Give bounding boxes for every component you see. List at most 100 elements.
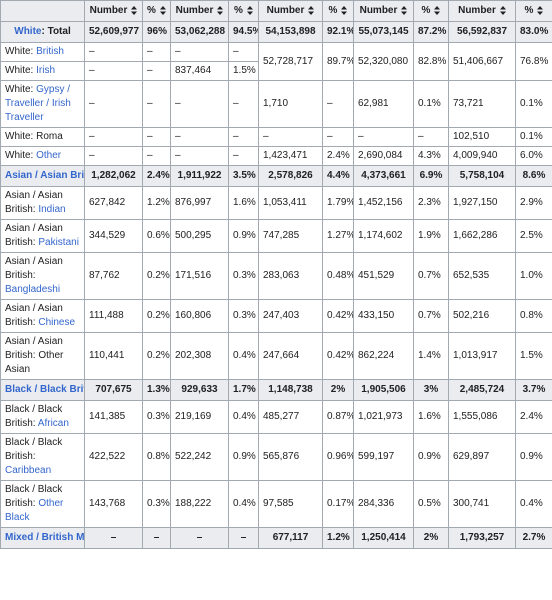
label-link[interactable]: Pakistani <box>38 237 79 248</box>
cell: 171,516 <box>170 252 229 300</box>
cell: 747,285 <box>258 219 323 253</box>
cell: 0.7% <box>413 252 449 300</box>
cell: 1.6% <box>413 400 449 434</box>
sort-icon[interactable] <box>246 5 253 15</box>
label-link[interactable]: Chinese <box>38 317 76 328</box>
cell: 1,793,257 <box>448 527 516 549</box>
cell: 2.3% <box>413 186 449 220</box>
sort-icon[interactable] <box>131 5 138 15</box>
column-title: % <box>421 5 431 16</box>
data-row: Black / Black British: Caribbean 422,522 0… <box>0 433 552 481</box>
cell: 1,148,738 <box>258 379 323 401</box>
cell: 0.3% <box>142 400 171 434</box>
data-row: Black / Black British: African 141,385 0.3… <box>0 400 552 434</box>
column-header[interactable]: Number <box>84 0 143 22</box>
cell: 1.2% <box>142 186 171 220</box>
sort-icon[interactable] <box>499 5 506 15</box>
cell: – <box>142 42 171 62</box>
cell: 929,633 <box>170 379 229 401</box>
label-text: Asian / Asian British: <box>5 223 63 248</box>
label-link[interactable]: Caribbean <box>5 465 52 476</box>
label-link[interactable]: Asian / Asian British <box>5 170 85 181</box>
label-link[interactable]: Mixed / British Mixed <box>5 532 85 543</box>
cell: – <box>84 42 143 62</box>
cell: 92.1% <box>322 21 354 43</box>
cell: 3.5% <box>228 165 259 187</box>
label-link[interactable]: Bangladeshi <box>5 284 61 295</box>
label-text: : Total <box>41 26 71 37</box>
column-header[interactable]: % <box>413 0 449 22</box>
cell: 1.6% <box>228 186 259 220</box>
column-header[interactable]: % <box>322 0 354 22</box>
cell: – <box>84 146 143 166</box>
cell: 627,842 <box>84 186 143 220</box>
cell: 1,927,150 <box>448 186 516 220</box>
cell: 0.1% <box>515 80 552 128</box>
cell: 0.42% <box>322 299 354 333</box>
cell: 96% <box>142 21 171 43</box>
cell: 0.7% <box>413 299 449 333</box>
cell: 0.2% <box>142 299 171 333</box>
label-link[interactable]: Gypsy / Traveller / Irish Traveller <box>5 84 71 123</box>
column-title: Number <box>458 5 496 16</box>
cell: 110,441 <box>84 332 143 380</box>
cell: 3.7% <box>515 379 552 401</box>
sort-icon[interactable] <box>434 5 441 15</box>
label-link[interactable]: British <box>36 46 64 57</box>
cell: – <box>258 127 323 147</box>
cell: 1,282,062 <box>84 165 143 187</box>
cell: 1.5% <box>228 61 259 81</box>
cell: 522,242 <box>170 433 229 481</box>
row-label: White: Gypsy / Traveller / Irish Travell… <box>0 80 85 128</box>
cell: 1,555,086 <box>448 400 516 434</box>
column-header[interactable]: % <box>142 0 171 22</box>
sort-icon[interactable] <box>159 5 166 15</box>
corner-cell <box>0 0 85 22</box>
column-title: % <box>524 5 534 16</box>
cell: 677,117 <box>258 527 323 549</box>
cell: – <box>228 42 259 62</box>
column-header[interactable]: Number <box>448 0 516 22</box>
cell: 94.5% <box>228 21 259 43</box>
cell: – <box>322 80 354 128</box>
label-link[interactable]: Black / Black British <box>5 384 84 395</box>
column-header[interactable]: % <box>515 0 552 22</box>
label-link[interactable]: Other <box>36 150 62 161</box>
cell: 1.2% <box>322 527 354 549</box>
cell: 629,897 <box>448 433 516 481</box>
cell: 1.9% <box>413 219 449 253</box>
column-title: % <box>234 5 243 16</box>
cell: – <box>142 527 171 549</box>
column-title: Number <box>359 5 398 16</box>
cell: 876,997 <box>170 186 229 220</box>
row-label: Asian / Asian British: Chinese <box>0 299 85 333</box>
sort-icon[interactable] <box>537 5 544 15</box>
sort-icon[interactable] <box>217 5 224 15</box>
cell: 2% <box>322 379 354 401</box>
label-link[interactable]: African <box>37 418 69 429</box>
cell: 4,009,940 <box>448 146 516 166</box>
cell: 1,662,286 <box>448 219 516 253</box>
cell: 707,675 <box>84 379 143 401</box>
cell: 0.9% <box>515 433 552 481</box>
sort-icon[interactable] <box>341 5 348 15</box>
cell: 1.3% <box>142 379 171 401</box>
column-header[interactable]: Number <box>353 0 414 22</box>
sort-icon[interactable] <box>401 5 408 15</box>
column-header[interactable]: % <box>228 0 259 22</box>
label-link[interactable]: White <box>14 26 42 37</box>
cell: 500,295 <box>170 219 229 253</box>
column-header[interactable]: Number <box>258 0 323 22</box>
cell: 1,423,471 <box>258 146 323 166</box>
label-text: White: Roma <box>5 131 63 142</box>
label-link[interactable]: Other Black <box>5 498 64 523</box>
data-row: White: Gypsy / Traveller / Irish Travell… <box>0 80 552 128</box>
label-link[interactable]: Indian <box>38 204 66 215</box>
cell: 599,197 <box>353 433 414 481</box>
cell: – <box>84 61 143 81</box>
label-link[interactable]: Irish <box>36 65 56 76</box>
sort-icon[interactable] <box>308 5 315 15</box>
cell: – <box>170 42 229 62</box>
column-header[interactable]: Number <box>170 0 229 22</box>
